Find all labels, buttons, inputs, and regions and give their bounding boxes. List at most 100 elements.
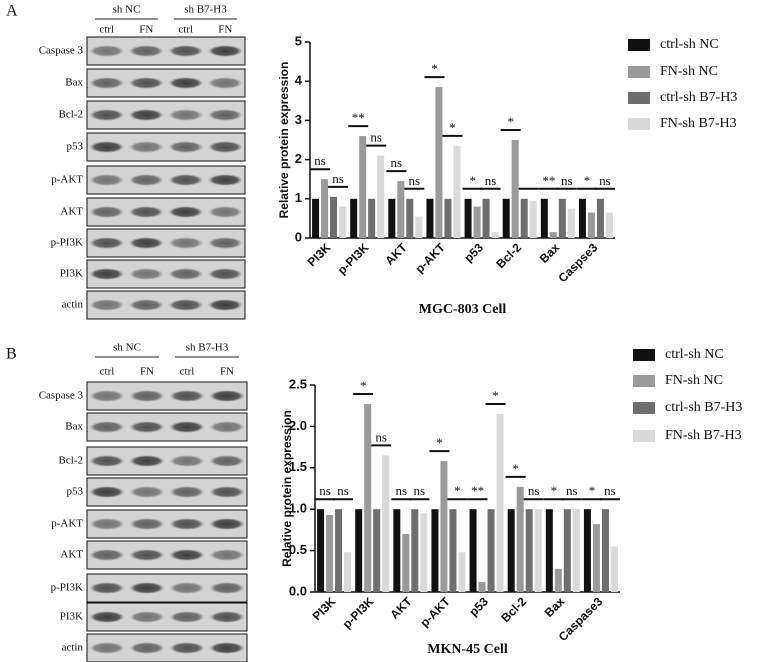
bar bbox=[388, 198, 396, 238]
sig-label: ns bbox=[604, 483, 616, 498]
blot-band bbox=[209, 518, 245, 530]
sig-label: ns bbox=[528, 483, 540, 498]
bar bbox=[312, 198, 320, 238]
blot-band bbox=[167, 206, 204, 218]
blot-label: PI3K bbox=[60, 268, 83, 280]
blot-band bbox=[209, 611, 245, 623]
bar bbox=[411, 509, 419, 592]
y-tick-label: 3 bbox=[295, 112, 302, 127]
sig-label: ns bbox=[561, 173, 573, 188]
legend-swatch bbox=[633, 349, 655, 361]
bar bbox=[350, 198, 358, 238]
blot-band bbox=[89, 582, 125, 594]
legend-swatch bbox=[633, 375, 655, 387]
legend-label: FN-sh NC bbox=[665, 373, 723, 388]
group-label: sh NC bbox=[113, 342, 141, 354]
blot-label: AKT bbox=[60, 206, 83, 218]
blot-band bbox=[88, 141, 125, 153]
blot-band bbox=[209, 486, 245, 498]
sig-label: * bbox=[589, 483, 596, 498]
bar bbox=[511, 140, 519, 238]
bar bbox=[572, 509, 580, 592]
blot-band bbox=[167, 268, 204, 280]
sig-label: * bbox=[360, 378, 367, 393]
blot-band bbox=[88, 77, 125, 89]
panel-letter: A bbox=[6, 3, 18, 20]
bar bbox=[458, 552, 466, 592]
blot-band bbox=[209, 642, 245, 654]
blot-band bbox=[207, 174, 244, 186]
legend-label: FN-sh B7-H3 bbox=[660, 116, 737, 131]
blot-band bbox=[207, 77, 244, 89]
bar bbox=[435, 87, 443, 238]
blot-band bbox=[89, 611, 125, 623]
x-tick-label: Bax bbox=[542, 594, 568, 620]
x-tick-label: AKT bbox=[387, 594, 415, 622]
sig-label: ns bbox=[319, 483, 331, 498]
bar bbox=[444, 198, 452, 238]
blot-band bbox=[88, 109, 125, 121]
bar bbox=[502, 198, 510, 238]
x-axis-title: MKN-45 Cell bbox=[427, 642, 508, 657]
blot-band bbox=[128, 268, 165, 280]
blot-band bbox=[169, 582, 205, 594]
sig-label: * bbox=[469, 173, 476, 188]
blot-band bbox=[128, 174, 165, 186]
bar bbox=[610, 546, 618, 592]
bar bbox=[525, 509, 533, 592]
bar bbox=[368, 198, 376, 238]
blot-band bbox=[169, 549, 205, 561]
sig-label: * bbox=[454, 483, 461, 498]
blot-band bbox=[129, 421, 165, 433]
blot-band bbox=[129, 582, 165, 594]
blot-band bbox=[88, 45, 125, 57]
blot-band bbox=[209, 549, 245, 561]
y-tick-label: 4 bbox=[295, 73, 303, 88]
blot-band bbox=[88, 299, 125, 311]
sig-label: ns bbox=[396, 483, 408, 498]
bar bbox=[464, 198, 472, 238]
blot-label: actin bbox=[62, 299, 84, 311]
blot-label: Caspase 3 bbox=[39, 45, 84, 57]
bar bbox=[426, 198, 434, 238]
bar bbox=[516, 486, 524, 592]
group-label: sh NC bbox=[113, 4, 141, 16]
bar bbox=[449, 509, 457, 592]
x-tick-label: Bax bbox=[537, 240, 563, 266]
x-tick-label: p53 bbox=[461, 240, 486, 265]
sig-label: * bbox=[431, 61, 438, 76]
blot-band bbox=[207, 109, 244, 121]
y-tick-label: 1 bbox=[295, 190, 302, 205]
y-tick-label: 5 bbox=[295, 33, 302, 48]
x-tick-label: AKT bbox=[382, 240, 410, 268]
legend-swatch bbox=[628, 118, 650, 130]
bar bbox=[583, 509, 591, 592]
x-tick-label: Bcl-2 bbox=[493, 240, 524, 271]
bar bbox=[529, 200, 537, 238]
sig-label: * bbox=[507, 114, 514, 129]
blot-band bbox=[89, 455, 125, 467]
blot-band bbox=[209, 390, 245, 402]
y-axis-title: Relative protein expression bbox=[277, 62, 291, 219]
x-tick-label: p-PI3K bbox=[340, 594, 377, 631]
blot-band bbox=[88, 206, 125, 218]
legend-swatch bbox=[628, 92, 650, 104]
blot-label: p-AKT bbox=[51, 174, 83, 186]
lane-label: ctrl bbox=[99, 24, 114, 36]
bar bbox=[321, 179, 329, 238]
blot-band bbox=[169, 486, 205, 498]
bar bbox=[563, 509, 571, 592]
lane-label: FN bbox=[220, 366, 234, 378]
bar bbox=[596, 198, 604, 238]
bar bbox=[393, 509, 401, 592]
sig-label: * bbox=[492, 388, 499, 403]
bar bbox=[482, 198, 490, 238]
legend-label: FN-sh B7-H3 bbox=[665, 428, 742, 443]
blot-band bbox=[207, 206, 244, 218]
blot-label: Caspase 3 bbox=[39, 390, 84, 402]
bar bbox=[440, 461, 448, 592]
bar bbox=[469, 509, 477, 592]
bar bbox=[453, 145, 461, 238]
blot-band bbox=[128, 77, 165, 89]
